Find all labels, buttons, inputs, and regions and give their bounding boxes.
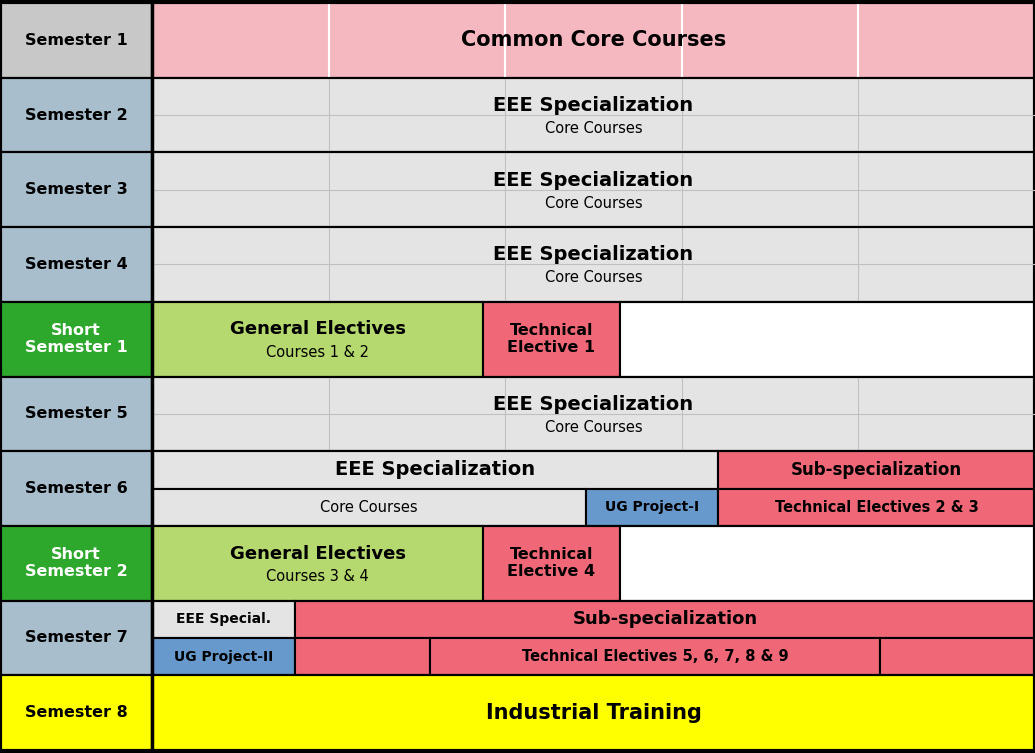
Bar [152,675,1035,750]
Bar [295,601,1035,638]
Text: Semester 1: Semester 1 [25,33,127,48]
Text: Technical Electives 2 & 3: Technical Electives 2 & 3 [774,500,978,515]
Text: General Electives: General Electives [230,321,406,338]
Text: Semester 6: Semester 6 [25,481,127,496]
Text: Courses 1 & 2: Courses 1 & 2 [266,345,369,360]
Text: EEE Specialization: EEE Specialization [494,245,693,264]
Text: Core Courses: Core Courses [544,419,643,434]
Text: Common Core Courses: Common Core Courses [461,30,727,50]
Bar [0,675,152,750]
Bar [483,526,620,601]
Text: Semester 2: Semester 2 [25,108,127,123]
Bar [0,78,152,152]
Bar [152,451,718,489]
Bar [152,526,483,601]
Bar [0,526,152,601]
Text: Semester 7: Semester 7 [25,630,127,645]
Text: Core Courses: Core Courses [544,196,643,211]
Text: Short
Semester 1: Short Semester 1 [25,323,127,355]
Bar [152,78,1035,152]
Bar [430,638,880,675]
Bar [586,489,718,526]
Bar [152,302,483,376]
Bar [152,638,295,675]
Bar [152,601,295,638]
Bar [483,302,620,376]
Text: Technical Electives 5, 6, 7, 8 & 9: Technical Electives 5, 6, 7, 8 & 9 [522,649,789,664]
Text: Semester 4: Semester 4 [25,257,127,272]
Text: General Electives: General Electives [230,544,406,562]
Text: EEE Specialization: EEE Specialization [494,170,693,190]
Bar [0,376,152,451]
Bar [0,3,152,78]
Text: Semester 5: Semester 5 [25,407,127,422]
Text: Industrial Training: Industrial Training [485,703,702,723]
Bar [620,302,1035,376]
Bar [152,489,586,526]
Bar [0,227,152,302]
Bar [718,489,1035,526]
Bar [0,302,152,376]
Bar [0,451,152,526]
Text: EEE Specialization: EEE Specialization [494,395,693,413]
Text: EEE Specialization: EEE Specialization [335,460,535,480]
Text: Sub-specialization: Sub-specialization [572,610,758,628]
Text: Sub-specialization: Sub-specialization [791,461,963,479]
Text: Core Courses: Core Courses [544,121,643,136]
Bar [152,227,1035,302]
Bar [152,376,1035,451]
Text: UG Project-II: UG Project-II [174,650,273,663]
Bar [295,638,430,675]
Text: EEE Special.: EEE Special. [176,612,271,626]
Bar [620,526,1035,601]
Bar [0,152,152,227]
Text: Courses 3 & 4: Courses 3 & 4 [266,569,368,584]
Text: EEE Specialization: EEE Specialization [494,96,693,115]
Text: Semester 3: Semester 3 [25,182,127,197]
Text: Technical
Elective 4: Technical Elective 4 [507,547,595,580]
Bar [880,638,1035,675]
Bar [718,451,1035,489]
Text: UG Project-I: UG Project-I [604,500,699,514]
Text: Semester 8: Semester 8 [25,705,127,720]
Text: Core Courses: Core Courses [544,270,643,285]
Bar [152,152,1035,227]
Text: Short
Semester 2: Short Semester 2 [25,547,127,580]
Text: Technical
Elective 1: Technical Elective 1 [507,323,595,355]
Bar [152,3,1035,78]
Text: Core Courses: Core Courses [320,500,418,515]
Bar [0,601,152,675]
